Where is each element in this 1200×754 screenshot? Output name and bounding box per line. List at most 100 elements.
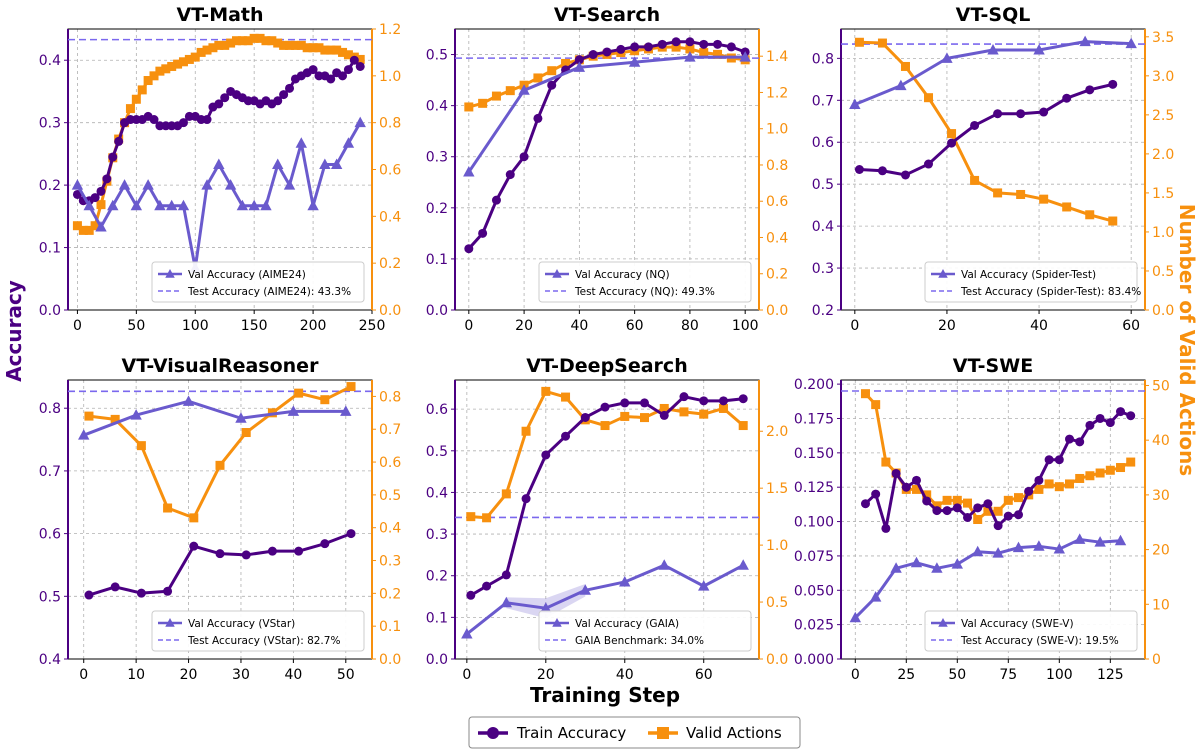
y-right-tick-label: 0.4 — [379, 521, 401, 537]
train-accuracy-point — [267, 546, 277, 556]
y-right-tick-label: 0.2 — [766, 267, 788, 283]
y-left-tick-label: 0.4 — [426, 485, 448, 501]
valid-actions-point — [561, 58, 571, 68]
train-accuracy-point — [970, 120, 980, 130]
val-accuracy-point — [248, 199, 260, 211]
figure-legend: Train Accuracy Valid Actions — [468, 716, 801, 749]
chart-title: VT-VisualReasoner — [122, 355, 320, 377]
y-right-tick-label: 10 — [1152, 597, 1170, 613]
valid-actions-point — [294, 388, 304, 398]
val-accuracy-point — [182, 395, 195, 406]
train-accuracy-point — [630, 42, 640, 52]
train-accuracy-point — [136, 588, 146, 598]
valid-actions-point — [685, 44, 695, 54]
train-accuracy-point — [110, 582, 120, 592]
y-left-tick-label: 0.6 — [812, 135, 834, 151]
valid-actions-point — [1095, 468, 1105, 478]
valid-actions-point — [993, 188, 1003, 198]
train-accuracy-point — [620, 398, 630, 408]
train-accuracy-point — [1095, 413, 1105, 423]
val-accuracy-point — [849, 611, 861, 623]
val-accuracy-point — [78, 429, 90, 440]
x-tick-label: 0 — [851, 667, 860, 683]
x-tick-label: 200 — [300, 318, 327, 334]
chart-panel-6: 0 25 50 75 100 1250.0000.0250.0500.0750.1000.… — [794, 355, 1170, 683]
y-left-tick-label: 0.2 — [426, 569, 448, 585]
figure-legend-frame — [468, 716, 801, 749]
y-right-tick-label: 0.0 — [379, 652, 401, 668]
train-accuracy-point — [726, 42, 736, 52]
valid-actions-point — [501, 489, 511, 499]
val-accuracy-point — [992, 547, 1004, 558]
valid-actions-point — [355, 54, 365, 64]
val-accuracy-point — [931, 562, 943, 573]
train-accuracy-point — [1054, 455, 1064, 465]
y-left-tick-label: 0.7 — [39, 464, 61, 480]
valid-actions-point — [189, 513, 199, 523]
panel-legend-test-label: Test Accuracy (Spider-Test): 83.4% — [960, 286, 1141, 298]
valid-actions-point — [713, 49, 723, 59]
valid-actions-point — [671, 42, 681, 52]
val-accuracy-point — [1033, 540, 1045, 551]
y-left-tick-label: 0.6 — [426, 402, 448, 418]
train-accuracy-point — [1039, 107, 1049, 117]
train-accuracy-point — [72, 189, 82, 199]
y-left-tick-label: 0.3 — [426, 150, 448, 166]
y-right-tick-label: 0.6 — [379, 455, 401, 471]
y-right-tick-label: 3.0 — [1152, 69, 1174, 85]
val-accuracy-point — [287, 405, 300, 416]
valid-actions-point — [1085, 471, 1095, 481]
valid-actions-point — [1085, 210, 1095, 220]
valid-actions-point — [911, 484, 921, 494]
train-accuracy-point — [602, 47, 612, 57]
train-accuracy-point — [343, 65, 353, 75]
panel-legend-val-swatch-marker — [938, 269, 948, 278]
valid-actions-point — [620, 411, 630, 421]
valid-actions-point — [202, 45, 212, 55]
chart-panel-4: 0 10 20 30 40 50 0.4 0.5 0.6 0.7 0.8 0.0 0.1 0.2 0.3 0.… — [39, 355, 402, 683]
train-accuracy-point — [482, 581, 492, 591]
valid-actions-point — [1039, 194, 1049, 204]
train-accuracy-point — [718, 396, 728, 406]
y-left-tick-label: 0.050 — [794, 583, 834, 599]
chart-title: VT-Math — [176, 4, 263, 26]
val-accuracy-point — [1094, 536, 1106, 547]
valid-actions-point — [296, 40, 306, 50]
y-right-tick-label: 0.4 — [379, 209, 401, 225]
val-accuracy-point — [1012, 541, 1025, 553]
valid-actions-point — [84, 411, 94, 421]
train-accuracy-point — [1085, 85, 1095, 95]
panel-legend-test-label: Test Accuracy (NQ): 49.3% — [574, 286, 715, 298]
valid-actions-point — [482, 513, 492, 523]
valid-actions-point — [196, 47, 206, 57]
valid-actions-point — [871, 400, 881, 410]
valid-actions-point — [173, 59, 183, 69]
train-accuracy-line — [859, 82, 1114, 177]
y-left-tick-label: 0.5 — [426, 444, 448, 460]
train-accuracy-point — [1126, 411, 1136, 421]
valid-actions-point — [1016, 189, 1026, 199]
valid-actions-point — [208, 43, 218, 53]
panel-legend-test-label: Test Accuracy (VStar): 82.7% — [187, 635, 340, 647]
valid-actions-point — [877, 38, 887, 48]
train-accuracy-point — [860, 499, 870, 509]
train-accuracy-point — [901, 482, 911, 492]
x-tick-label: 60 — [626, 318, 644, 334]
panel-legend-frame — [924, 610, 1138, 652]
train-accuracy-point — [993, 521, 1003, 531]
chart-panel-1: 0 50 100 150 200 2500.00.10.20.30.40.00.20.40… — [39, 4, 402, 334]
train-accuracy-point — [1108, 79, 1118, 89]
val-accuracy-point — [307, 199, 319, 211]
valid-actions-point — [1105, 465, 1115, 475]
valid-actions-point — [881, 457, 891, 467]
val-accuracy-point — [95, 220, 107, 232]
valid-actions-point — [699, 409, 709, 419]
train-accuracy-point — [922, 496, 932, 506]
train-accuracy-point — [952, 503, 962, 513]
valid-actions-point — [290, 40, 300, 50]
valid-actions-point — [261, 36, 271, 46]
train-accuracy-point — [189, 541, 199, 551]
train-accuracy-point — [279, 90, 289, 100]
val-accuracy-point — [461, 628, 473, 639]
val-accuracy-point — [118, 179, 131, 190]
